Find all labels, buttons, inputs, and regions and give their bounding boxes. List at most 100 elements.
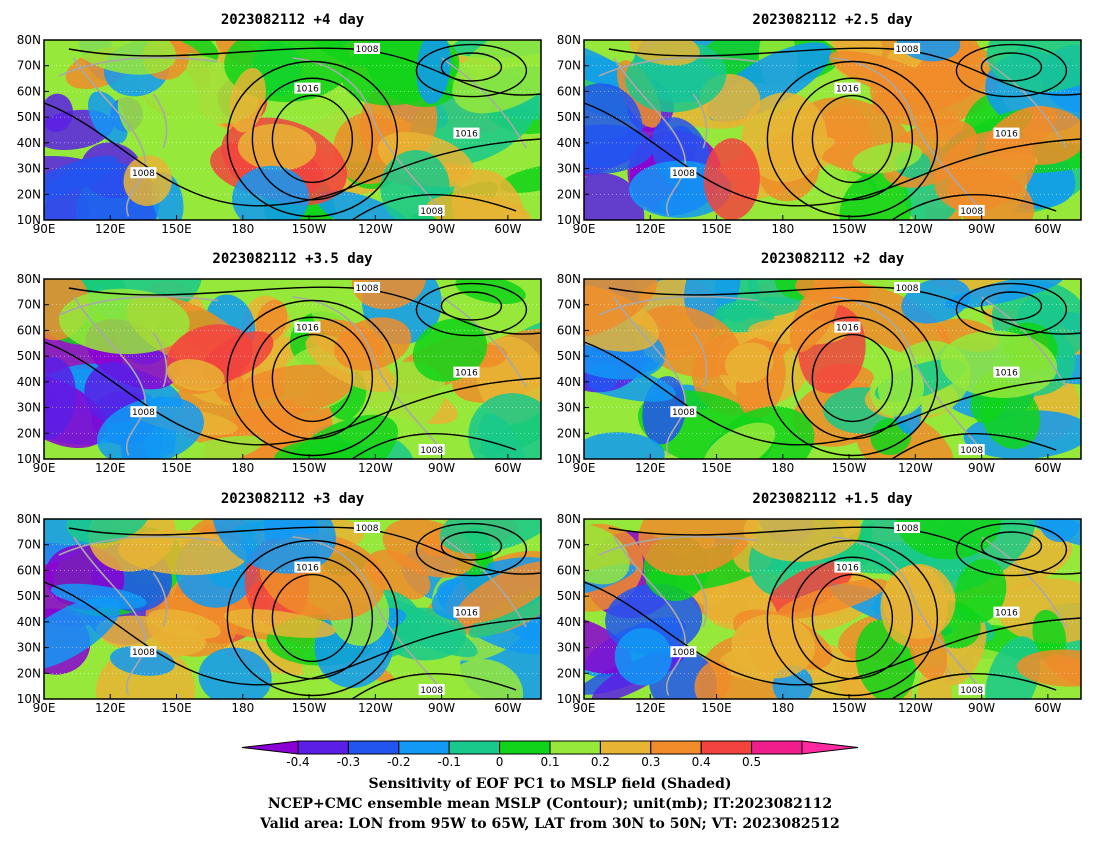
contour-label: 1016 (294, 561, 321, 574)
lat-tick-label: 20N (557, 666, 581, 680)
lon-tick-label: 90W (968, 701, 995, 715)
contour-label: 1016 (834, 561, 861, 574)
map-field: 1008 1016 1016 1008 1008 (44, 40, 541, 220)
lon-tick-label: 180 (231, 701, 254, 715)
lat-tick-label: 50N (557, 589, 581, 603)
colorbar-segment (700, 740, 753, 755)
svg-text:1008: 1008 (896, 524, 919, 534)
lat-tick-label: 40N (557, 615, 581, 629)
colorbar-label: 0 (496, 755, 504, 769)
lat-tick-label: 20N (17, 666, 41, 680)
contour-label: 1008 (894, 43, 921, 55)
caption-contour: NCEP+CMC ensemble mean MSLP (Contour); u… (267, 796, 833, 812)
lat-tick-label: 60N (557, 323, 581, 337)
svg-text:1008: 1008 (132, 169, 155, 179)
lon-tick-label: 150W (832, 461, 867, 475)
svg-text:1008: 1008 (960, 686, 983, 696)
svg-text:1008: 1008 (960, 207, 983, 217)
caption-shading: Sensitivity of EOF PC1 to MSLP field (Sh… (368, 776, 732, 792)
svg-text:1016: 1016 (455, 609, 478, 619)
contour-label: 1008 (418, 684, 445, 696)
lat-tick-label: 80N (17, 272, 41, 286)
contour-label: 1008 (670, 406, 697, 418)
lon-tick-label: 90E (33, 461, 56, 475)
lat-tick-label: 20N (557, 426, 581, 440)
lat-tick-label: 50N (17, 589, 41, 603)
contour-label: 1016 (453, 366, 480, 379)
contour-label: 1016 (834, 82, 861, 95)
lon-tick-label: 90E (573, 222, 596, 236)
lon-tick-label: 90E (573, 461, 596, 475)
lat-tick-label: 40N (557, 375, 581, 389)
lon-tick-label: 180 (231, 222, 254, 236)
contour-label: 1008 (354, 282, 381, 294)
lat-tick-label: 80N (557, 272, 581, 286)
contour-label: 1016 (834, 321, 861, 334)
colorbar-segment (599, 740, 652, 755)
colorbar-segment (751, 740, 803, 755)
lat-tick-label: 10N (17, 452, 41, 466)
contour-label: 1016 (453, 606, 480, 619)
svg-text:1008: 1008 (132, 408, 155, 418)
lon-tick-label: 150E (701, 222, 732, 236)
colorbar-label: 0.5 (742, 755, 761, 769)
panel-title: 2023082112 +2 day (761, 251, 905, 267)
lon-tick-label: 120E (635, 701, 666, 715)
colorbar-segment (499, 740, 551, 755)
colorbar-label: -0.4 (286, 755, 309, 769)
svg-text:1008: 1008 (132, 648, 155, 658)
lon-tick-label: 90E (33, 701, 56, 715)
map-frame (583, 278, 1082, 460)
colorbar-label: -0.3 (337, 755, 360, 769)
lon-tick-label: 60W (1034, 222, 1061, 236)
contour-label: 1008 (354, 522, 381, 534)
lon-tick-label: 90E (573, 701, 596, 715)
lat-tick-label: 30N (557, 641, 581, 655)
contour-label: 1008 (130, 406, 157, 418)
map-frame (43, 278, 542, 460)
map-frame (583, 518, 1082, 700)
svg-text:1016: 1016 (995, 130, 1018, 140)
svg-text:1016: 1016 (455, 130, 478, 140)
map-panel: 1008 1016 1016 1008 1008 2023082112 +2.5 day 9… (557, 12, 1082, 236)
lon-tick-label: 90E (33, 222, 56, 236)
svg-text:1016: 1016 (836, 564, 859, 574)
panel-title: 2023082112 +3.5 day (212, 251, 373, 267)
map-panel: 1008 1016 1016 1008 1008 2023082112 +1.5 day 9… (557, 491, 1082, 715)
lat-tick-label: 70N (557, 59, 581, 73)
lon-tick-label: 90W (968, 461, 995, 475)
panel-title: 2023082112 +1.5 day (752, 491, 913, 507)
contour-label: 1008 (958, 205, 985, 217)
map-panel: 1008 1016 1016 1008 1008 2023082112 +3.5 day 9… (17, 251, 542, 475)
contour-label: 1016 (993, 366, 1020, 379)
lon-tick-label: 120E (95, 461, 126, 475)
colorbar-segment (549, 740, 601, 755)
lon-tick-label: 90W (428, 701, 455, 715)
map-frame (583, 39, 1082, 221)
colorbar-label: 0.1 (540, 755, 559, 769)
lat-tick-label: 40N (17, 136, 41, 150)
contour-label: 1008 (130, 646, 157, 658)
map-frame (43, 39, 542, 221)
svg-text:1008: 1008 (420, 446, 443, 456)
lon-tick-label: 120W (898, 701, 933, 715)
lon-tick-label: 150E (161, 461, 192, 475)
lon-tick-label: 180 (231, 461, 254, 475)
map-panel: 1008 1016 1016 1008 1008 2023082112 +4 day 90E… (17, 12, 542, 236)
lat-tick-label: 10N (557, 692, 581, 706)
map-frame (43, 518, 542, 700)
lon-tick-label: 90W (428, 222, 455, 236)
panel-title: 2023082112 +4 day (221, 12, 365, 28)
colorbar-label: 0.4 (692, 755, 711, 769)
lon-tick-label: 120E (635, 222, 666, 236)
lon-tick-label: 120W (358, 461, 393, 475)
lat-tick-label: 80N (17, 33, 41, 47)
colorbar-label: 0.2 (591, 755, 610, 769)
lat-tick-label: 30N (557, 162, 581, 176)
lat-tick-label: 50N (17, 110, 41, 124)
lat-tick-label: 70N (17, 538, 41, 552)
lon-tick-label: 180 (771, 701, 794, 715)
lon-tick-label: 120E (635, 461, 666, 475)
colorbar-label: 0.3 (641, 755, 660, 769)
